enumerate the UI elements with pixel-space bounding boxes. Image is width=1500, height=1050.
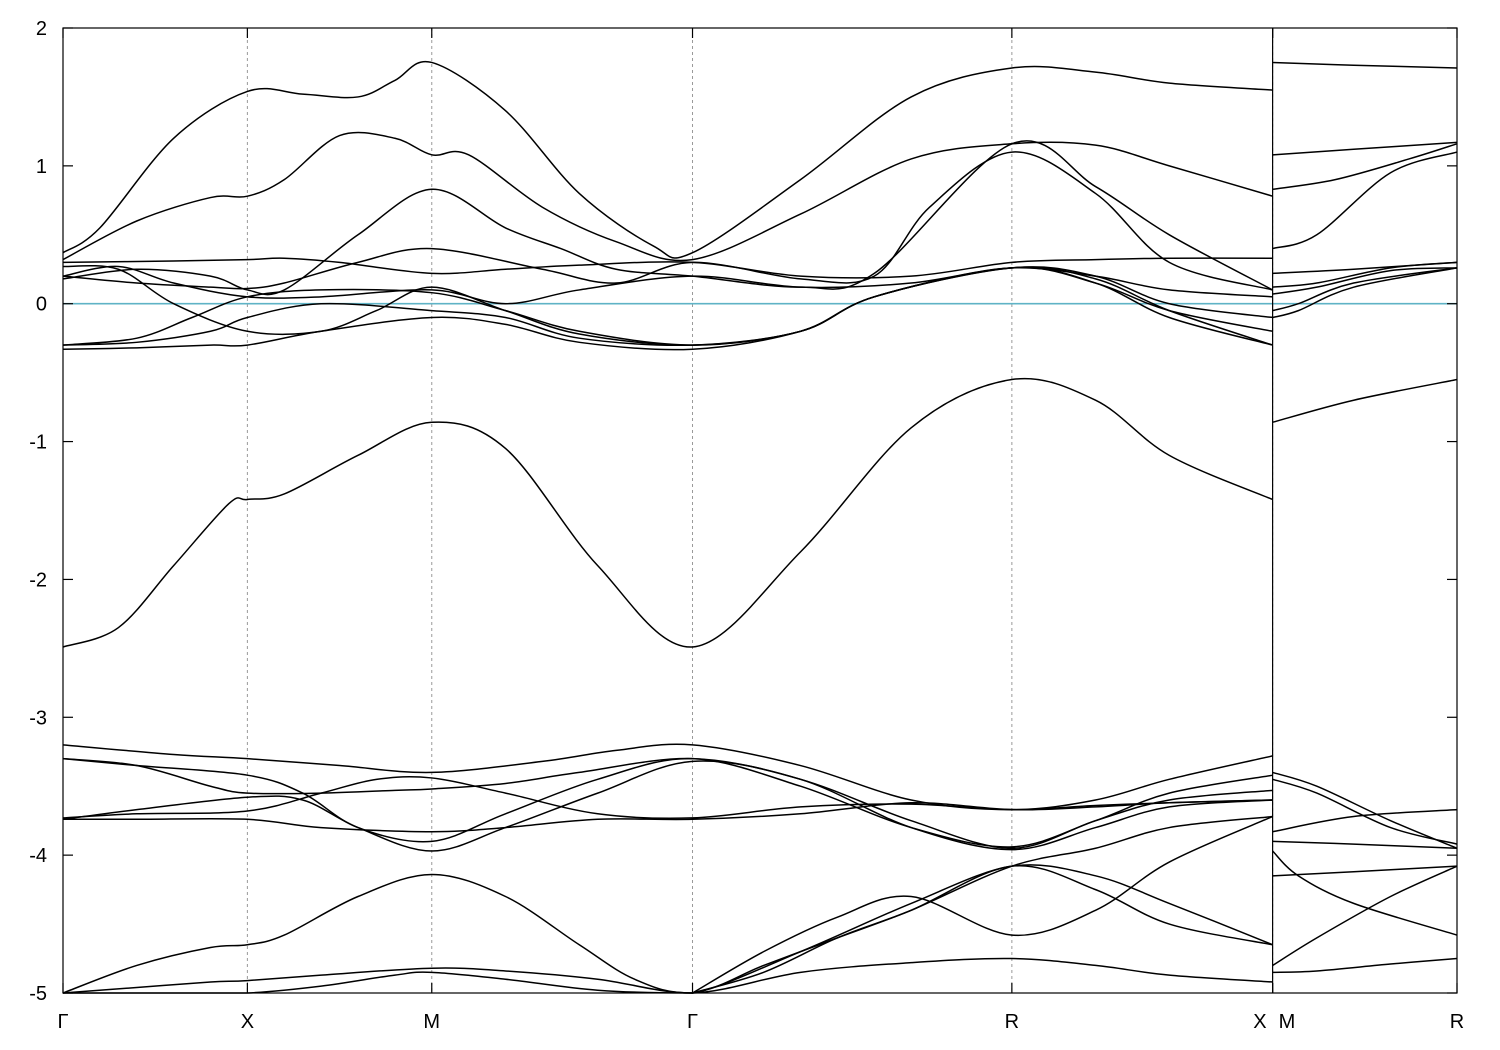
y-tick-label: 1: [36, 156, 47, 178]
band-line-18: [62, 957, 1273, 994]
plot-frame: [62, 27, 1458, 994]
band-line-24: [1272, 143, 1458, 191]
band-line-20: [692, 864, 1273, 994]
band-layer: [62, 60, 1458, 994]
band-line-30: [1272, 267, 1458, 319]
band-line-31: [1272, 378, 1458, 423]
y-tick-label: 0: [36, 294, 47, 316]
band-line-37: [1272, 850, 1458, 936]
band-line-14: [62, 760, 1273, 852]
y-tick-label: -5: [29, 983, 47, 1005]
band-line-29: [1272, 267, 1458, 312]
band-line-13: [62, 757, 1273, 850]
band-line-34: [1272, 808, 1458, 833]
band-line-10: [62, 377, 1273, 648]
band-line-21: [692, 815, 1273, 994]
x-tick-label: R: [1005, 1011, 1019, 1033]
band-line-33: [1272, 778, 1458, 845]
y-tick-label: -3: [29, 707, 47, 729]
band-line-0: [62, 60, 1273, 259]
y-tick-label: -1: [29, 432, 47, 454]
y-tick-label: -4: [29, 845, 47, 867]
x-tick-label: R: [1450, 1011, 1464, 1033]
band-line-16: [63, 799, 1273, 833]
band-line-7: [62, 266, 1273, 346]
band-line-39: [1272, 865, 1458, 967]
x-tick-label: X: [1253, 1011, 1266, 1033]
y-tick-labels: -5 -4 -3 -2 -1 0 1 2: [29, 18, 47, 1005]
band-line-1: [62, 131, 1273, 262]
grid-layer: [246, 28, 1274, 993]
band-line-38: [1272, 957, 1458, 974]
band-line-3: [62, 151, 1273, 291]
y-tick-label: 2: [36, 18, 47, 40]
band-line-8: [62, 266, 1273, 347]
band-line-2: [62, 257, 1273, 279]
band-line-19: [62, 815, 1273, 994]
band-line-11: [62, 743, 1273, 811]
band-line-4: [62, 140, 1273, 296]
band-line-17: [62, 864, 1273, 994]
x-tick-label: M: [423, 1011, 440, 1033]
tick-layer: [62, 27, 1458, 994]
x-tick-label: M: [1279, 1011, 1296, 1033]
band-line-35: [1272, 840, 1458, 849]
band-line-23: [1272, 141, 1458, 156]
x-tick-label: X: [241, 1011, 254, 1033]
band-line-32: [1272, 771, 1458, 849]
band-line-36: [1272, 865, 1458, 877]
x-tick-label: Γ: [687, 1011, 698, 1033]
band-line-9: [62, 266, 1273, 351]
y-tick-label: -2: [29, 569, 47, 591]
band-line-25: [1272, 151, 1458, 250]
band-line-12: [62, 757, 1273, 848]
band-line-22: [1272, 61, 1458, 69]
band-line-28: [1272, 267, 1458, 295]
band-line-27: [1272, 261, 1458, 288]
band-line-15: [62, 775, 1273, 820]
x-tick-label: Γ: [57, 1011, 68, 1033]
